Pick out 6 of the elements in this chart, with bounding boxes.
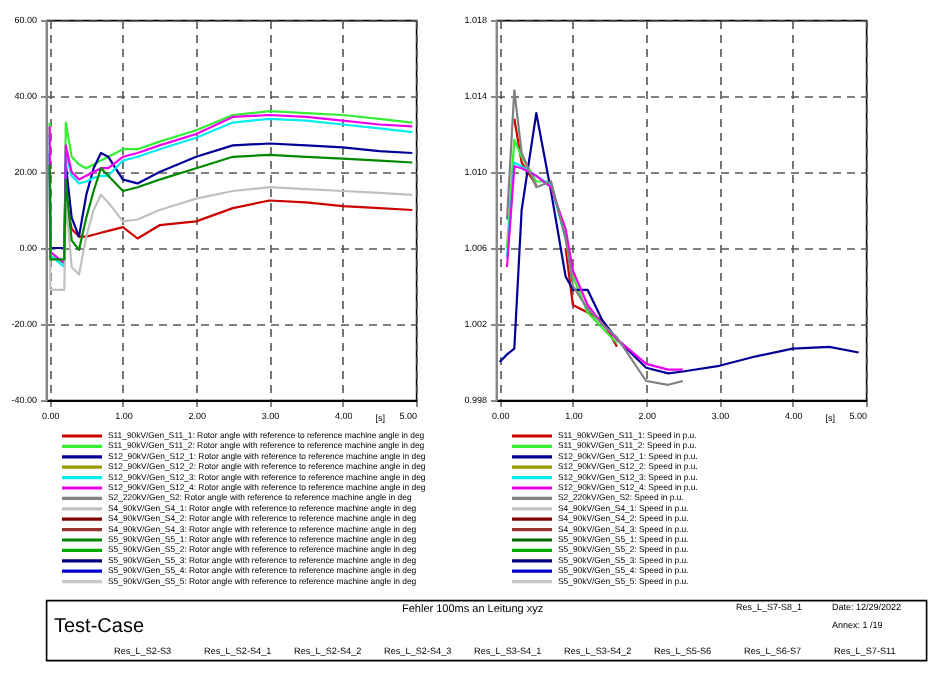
line-series [48,153,414,261]
line-series [505,165,684,371]
line-series [505,89,684,386]
line-series [498,112,860,375]
text: Test-Case [54,616,145,638]
line-series [48,186,414,291]
